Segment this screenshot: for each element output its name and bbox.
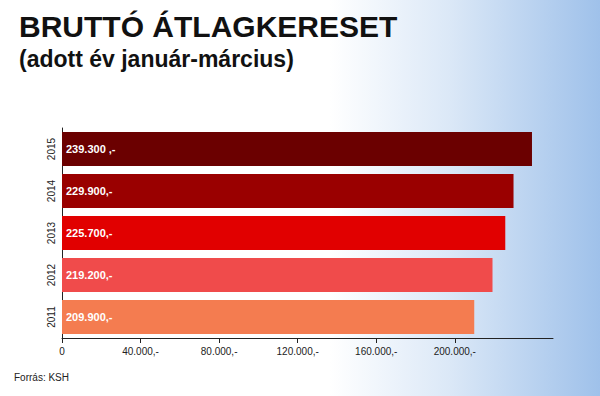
svg-text:BRUTTÓ ÁTLAGKERESET: BRUTTÓ ÁTLAGKERESET	[19, 10, 397, 43]
svg-text:209.900,-: 209.900,-	[66, 311, 113, 323]
svg-text:Forrás: KSH: Forrás: KSH	[14, 372, 69, 383]
svg-text:2014: 2014	[46, 179, 57, 202]
svg-text:219.200,-: 219.200,-	[66, 269, 113, 281]
svg-text:(adott év január-március): (adott év január-március)	[19, 46, 294, 72]
svg-text:80.000,-: 80.000,-	[201, 346, 238, 357]
svg-text:200.000,-: 200.000,-	[434, 346, 476, 357]
svg-text:160.000,-: 160.000,-	[355, 346, 397, 357]
svg-text:40.000,-: 40.000,-	[122, 346, 159, 357]
svg-text:0: 0	[59, 346, 65, 357]
svg-text:2015: 2015	[46, 137, 57, 160]
svg-text:239.300 ,-: 239.300 ,-	[66, 143, 116, 155]
svg-text:120.000,-: 120.000,-	[277, 346, 319, 357]
svg-text:2012: 2012	[46, 263, 57, 286]
svg-text:2011: 2011	[46, 306, 57, 328]
svg-text:2013: 2013	[46, 221, 57, 244]
svg-text:225.700,-: 225.700,-	[66, 227, 113, 239]
svg-text:229.900,-: 229.900,-	[66, 185, 113, 197]
